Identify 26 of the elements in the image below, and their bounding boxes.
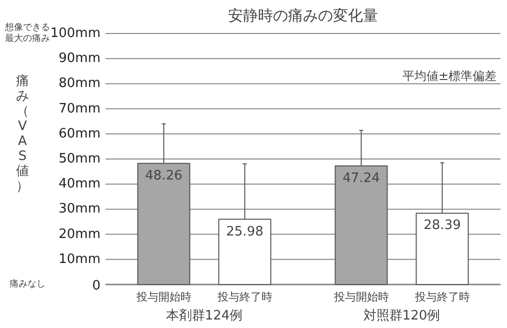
- y-tick-label: 70mm: [58, 101, 101, 116]
- annotation: 平均値±標準偏差: [402, 69, 497, 84]
- y-tick-label: 10mm: [58, 252, 101, 267]
- y-tick-label: 20mm: [58, 226, 101, 242]
- x-tick-label: 対照群120例: [363, 308, 440, 324]
- y-tick-label: 100mm: [50, 26, 100, 41]
- y-tick-label: 60mm: [58, 126, 101, 142]
- y-axis-title: 痛み（VAS値）: [16, 74, 29, 194]
- series-label: 投与終了時: [216, 290, 272, 304]
- y-tick-label: 90mm: [58, 51, 101, 66]
- text: 投与開始時: [334, 290, 389, 304]
- text: 想像できる最大の痛み: [4, 22, 50, 44]
- y-tick-label: 40mm: [58, 176, 101, 192]
- data-label: 28.39: [424, 218, 461, 234]
- y-tick-label: 80mm: [58, 76, 101, 92]
- text: 痛みなし: [10, 278, 46, 290]
- x-tick-label: 本剤群124例: [166, 308, 243, 324]
- y-tick-label: 30mm: [58, 202, 101, 217]
- data-label: 48.26: [145, 168, 182, 184]
- chart-title: 安静時の痛みの変化量: [228, 6, 378, 24]
- y-tick-label: 0: [92, 278, 101, 294]
- y-tick-label: 50mm: [58, 152, 101, 166]
- series-label: 投与開始時: [135, 290, 192, 304]
- data-label: 47.24: [342, 170, 380, 186]
- data-label: 25.98: [226, 224, 264, 240]
- text: 投与終了時: [414, 290, 470, 304]
